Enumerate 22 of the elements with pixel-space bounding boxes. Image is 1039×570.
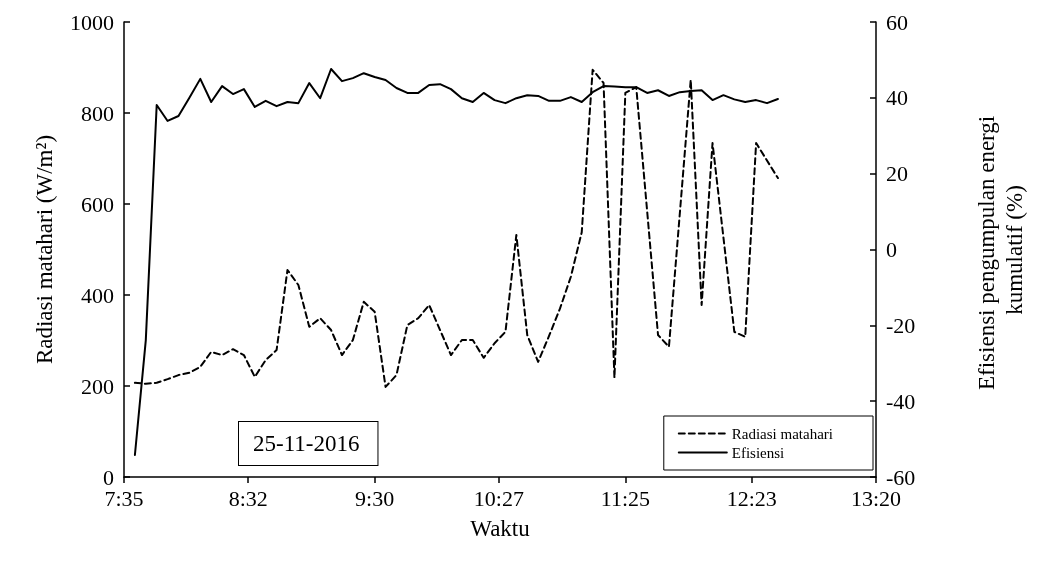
y2-tick-label: 60 [886,9,908,35]
y2-tick-label: -40 [886,388,916,414]
y2-tick-label: -20 [886,312,916,338]
annotation: 25-11-2016 [253,431,360,456]
y2-tick-label: 0 [886,237,897,262]
legend-label: Radiasi matahari [731,425,834,442]
y-tick-label: 600 [81,191,114,217]
y-tick-label: 400 [81,282,114,308]
x-tick-label: 10:27 [473,485,524,511]
legend-label: Efisiensi [731,444,785,461]
y-axis-title: Radiasi matahari (W/m²) [32,134,57,365]
x-tick-label: 11:25 [600,485,650,511]
x-tick-label: 8:32 [228,485,268,511]
y2-tick-label: 20 [886,161,908,187]
y-tick-label: 200 [81,373,114,399]
y-tick-label: 800 [81,100,114,126]
x-axis-title: Waktu [470,516,531,541]
y-tick-label: 1000 [70,9,114,35]
x-tick-label: 12:23 [726,485,777,511]
y2-axis-title: Efisiensi pengumpulan energi kumulatif (%) [973,110,1027,390]
y2-tick-label: 40 [886,85,908,111]
x-tick-label: 9:30 [355,485,395,511]
